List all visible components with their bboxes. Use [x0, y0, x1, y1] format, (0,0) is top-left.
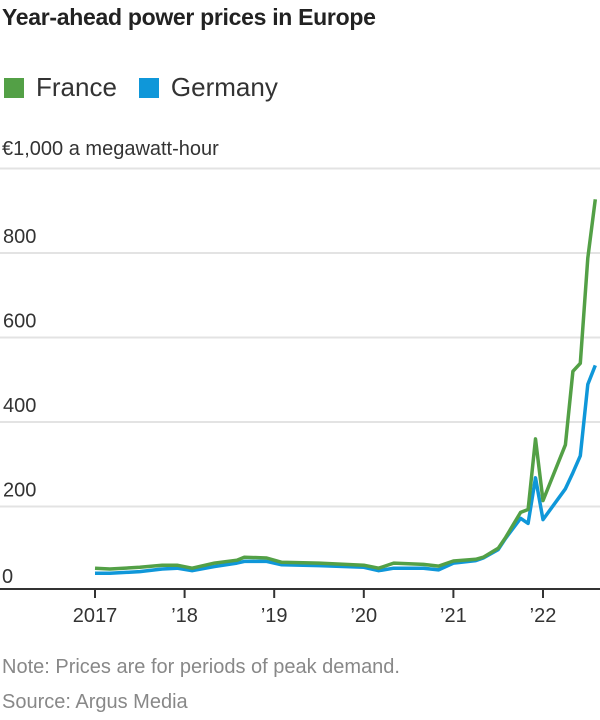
- legend-item-germany: Germany: [138, 72, 278, 103]
- legend-label-germany: Germany: [170, 72, 278, 102]
- legend-swatch-germany: [138, 77, 159, 98]
- legend-label-france: France: [36, 72, 117, 102]
- source-text: Source: Argus Media: [2, 691, 188, 713]
- x-tick-label: 2017: [73, 605, 118, 627]
- series-line-germany: [95, 364, 597, 576]
- x-tick-label: ’18: [171, 605, 198, 627]
- x-tick-label: ’20: [350, 605, 377, 627]
- x-tick-label: ’22: [530, 605, 557, 627]
- legend-item-france: France: [4, 72, 117, 103]
- y-tick-label: 600: [3, 311, 36, 333]
- legend-swatch-france: [4, 77, 24, 98]
- legend: France Germany: [4, 72, 300, 103]
- note-text: Note: Prices are for periods of peak dem…: [2, 656, 400, 678]
- chart-title: Year-ahead power prices in Europe: [2, 4, 376, 30]
- y-tick-label: 400: [3, 395, 36, 417]
- series-line-france: [94, 199, 598, 571]
- y-tick-label: 800: [3, 226, 36, 248]
- y-tick-label: 0: [2, 566, 13, 588]
- y-tick-label: 200: [3, 480, 36, 502]
- x-tick-label: ’21: [440, 605, 467, 627]
- x-tick-label: ’19: [261, 605, 288, 627]
- y-axis-unit-label: €1,000 a megawatt-hour: [2, 138, 219, 160]
